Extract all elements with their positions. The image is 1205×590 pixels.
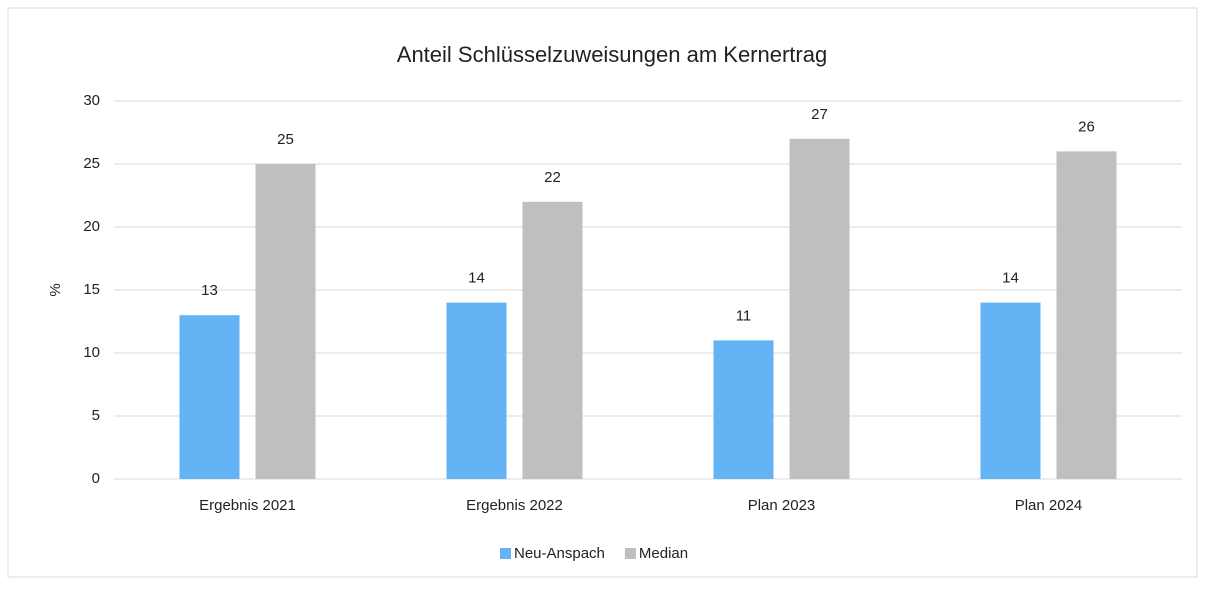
legend-swatch <box>500 548 511 559</box>
y-tick-label: 25 <box>83 155 100 172</box>
bar <box>713 340 774 479</box>
data-label: 26 <box>1078 118 1095 135</box>
bar <box>522 201 583 480</box>
y-tick-label: 0 <box>92 470 100 487</box>
y-tick-label: 15 <box>83 281 100 298</box>
bar <box>1056 151 1117 479</box>
bar <box>980 302 1041 479</box>
chart-border <box>7 7 1198 578</box>
bar <box>446 302 507 479</box>
data-label: 25 <box>277 131 294 148</box>
data-label: 22 <box>544 169 561 186</box>
data-label: 14 <box>1002 270 1019 287</box>
y-axis-label: % <box>47 283 64 296</box>
bar <box>255 164 316 479</box>
chart-title: Anteil Schlüsselzuweisungen am Kernertra… <box>397 42 827 67</box>
data-label: 11 <box>736 307 752 324</box>
y-tick-label: 30 <box>83 92 100 109</box>
x-tick-label: Plan 2023 <box>748 497 816 514</box>
legend-label: Neu-Anspach <box>514 545 605 562</box>
x-tick-label: Plan 2024 <box>1015 497 1083 514</box>
data-label: 14 <box>468 270 485 287</box>
bar <box>789 138 850 480</box>
data-label: 13 <box>201 282 218 299</box>
legend-swatch <box>624 548 636 559</box>
y-tick-label: 20 <box>83 218 100 235</box>
data-label: 27 <box>811 106 828 123</box>
x-tick-label: Ergebnis 2022 <box>466 497 563 514</box>
y-tick-label: 5 <box>92 407 100 424</box>
y-tick-label: 10 <box>83 344 100 361</box>
bar <box>179 315 240 479</box>
legend-label: Median <box>639 545 688 562</box>
x-tick-label: Ergebnis 2021 <box>199 497 296 514</box>
